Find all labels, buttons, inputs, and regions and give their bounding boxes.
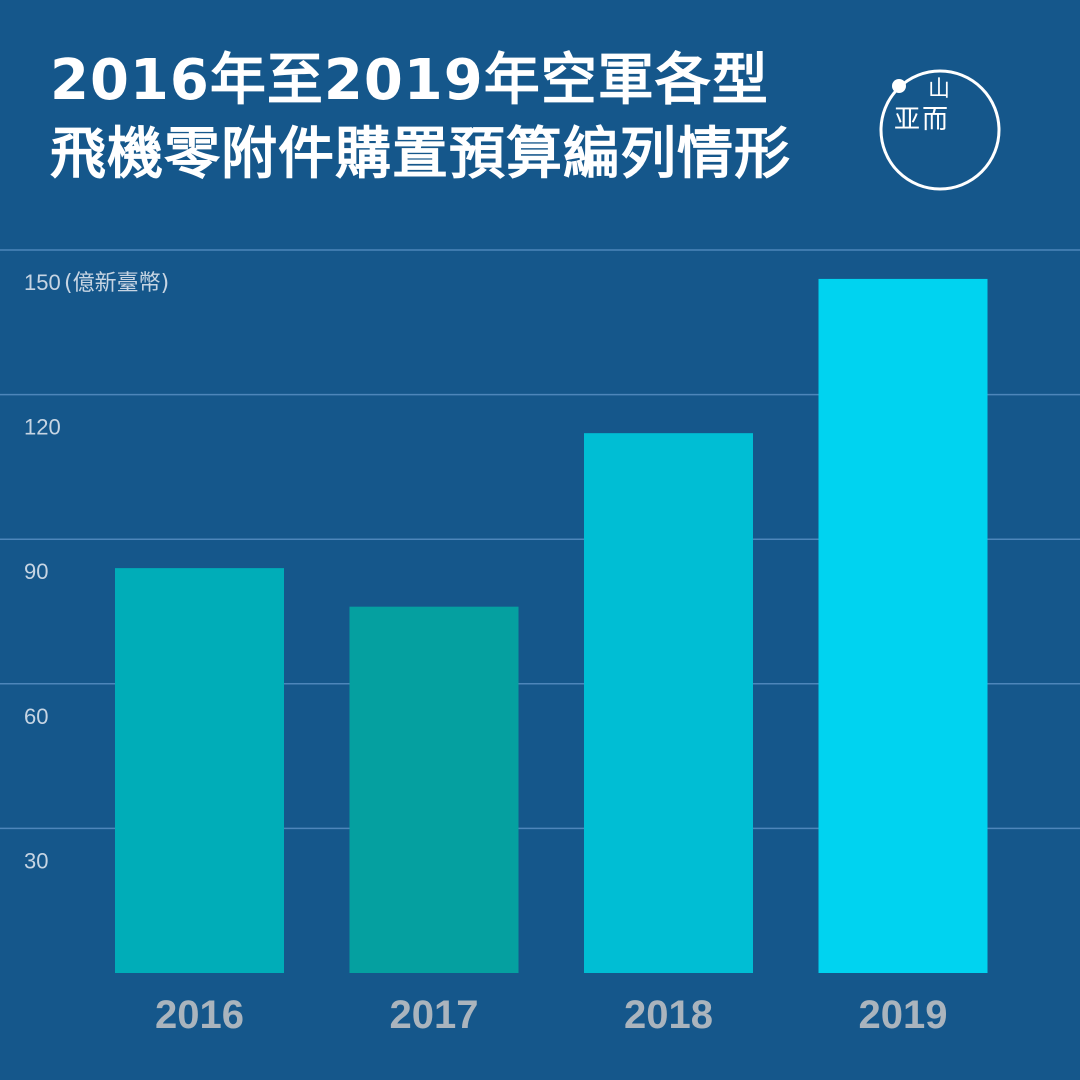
bar-2018 bbox=[584, 433, 753, 973]
bar-2016 bbox=[115, 568, 284, 973]
x-category-label-2017: 2017 bbox=[390, 993, 479, 1037]
x-category-label-2018: 2018 bbox=[624, 993, 713, 1037]
x-category-label-2016: 2016 bbox=[155, 993, 244, 1037]
y-tick-label-30: 30 bbox=[24, 848, 48, 873]
logo-glyph-left: 亚 bbox=[894, 105, 920, 135]
y-tick-label-120: 120 bbox=[24, 415, 61, 440]
y-unit-label: (億新臺幣) bbox=[64, 271, 169, 296]
title-line-1: 2016年至2019年空軍各型 bbox=[50, 48, 769, 113]
logo-glyph-top: 山 bbox=[928, 77, 950, 102]
y-tick-label-90: 90 bbox=[24, 559, 48, 584]
y-tick-label-150: 150 bbox=[24, 270, 61, 295]
chart-title: 2016年至2019年空軍各型 飛機零附件購置預算編列情形 bbox=[50, 44, 870, 192]
bar-2017 bbox=[349, 606, 519, 973]
logo-icon: 山 亚 而 bbox=[879, 69, 1001, 191]
title-line-2: 飛機零附件購置預算編列情形 bbox=[50, 122, 791, 187]
bar-2019 bbox=[818, 278, 988, 973]
x-category-label-2019: 2019 bbox=[859, 993, 948, 1037]
logo-glyph-right: 而 bbox=[922, 105, 948, 135]
y-tick-label-60: 60 bbox=[24, 704, 48, 729]
